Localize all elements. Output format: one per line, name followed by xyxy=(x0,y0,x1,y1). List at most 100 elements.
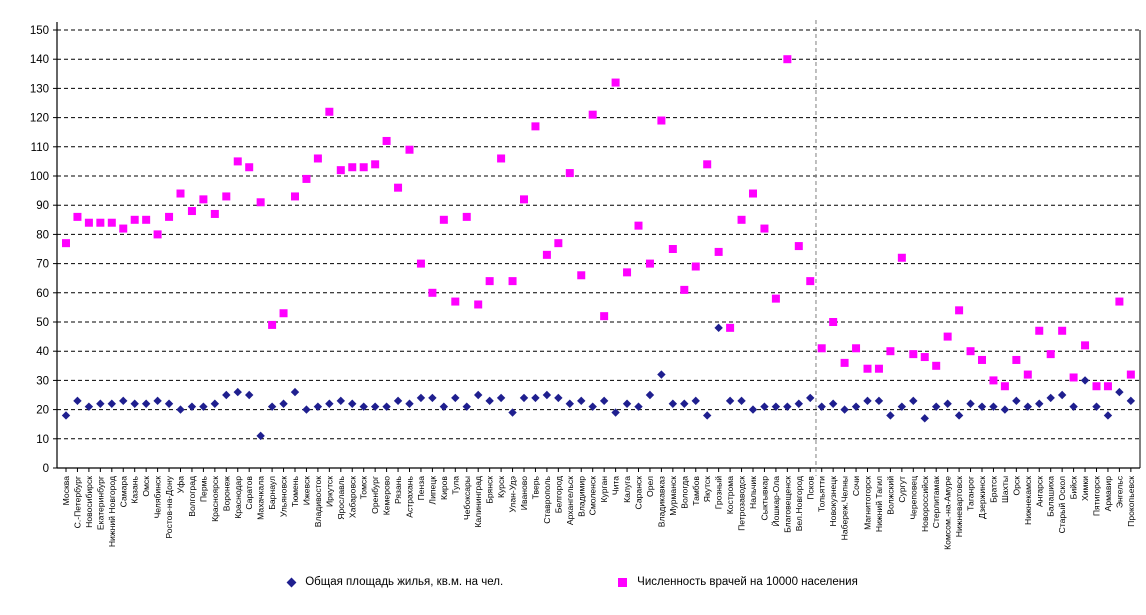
x-category-label: Архангельск xyxy=(565,476,575,525)
x-category-label: Кострома xyxy=(725,476,735,514)
doctors-data-point xyxy=(645,259,654,268)
doctors-data-point xyxy=(1115,297,1124,306)
x-category-label: Липецк xyxy=(427,476,437,505)
x-category-label: Курган xyxy=(599,476,609,503)
housing-data-point xyxy=(645,390,655,400)
doctors-data-point xyxy=(909,350,918,359)
doctors-data-point xyxy=(222,192,231,201)
x-category-label: Череповец xyxy=(908,476,918,520)
x-category-label: Энгельс xyxy=(1114,475,1124,508)
housing-data-point xyxy=(1069,402,1078,411)
y-tick-label: 60 xyxy=(36,288,49,300)
x-category-label: Тюмень xyxy=(290,475,300,507)
housing-data-point xyxy=(1035,399,1044,408)
doctors-data-point xyxy=(897,253,906,262)
x-category-label: Екатеринбург xyxy=(95,476,105,530)
x-category-label: Курск xyxy=(496,476,506,498)
x-category-label: Вел.Новгород xyxy=(794,476,804,531)
x-category-label: Иваново xyxy=(519,476,529,510)
doctors-data-point xyxy=(119,224,128,233)
housing-data-point xyxy=(313,402,323,411)
housing-data-point xyxy=(130,399,139,408)
x-category-label: Балашиха xyxy=(1046,476,1056,517)
doctors-data-point xyxy=(829,318,838,326)
x-category-label: Новокузнецк xyxy=(828,476,838,527)
housing-data-point xyxy=(84,402,94,411)
housing-data-point xyxy=(462,402,471,411)
y-tick-label: 50 xyxy=(36,317,49,329)
housing-data-point xyxy=(932,402,941,411)
diamond-marker-icon xyxy=(286,577,297,587)
doctors-data-point xyxy=(1023,370,1032,379)
housing-data-point xyxy=(336,396,345,406)
housing-data-point xyxy=(153,396,162,406)
doctors-data-point xyxy=(73,212,82,221)
y-tick-label: 70 xyxy=(36,259,49,271)
doctors-data-point xyxy=(680,285,689,294)
y-tick-label: 30 xyxy=(36,375,49,387)
housing-data-point xyxy=(164,399,174,408)
doctors-data-point xyxy=(187,207,196,216)
x-category-label: Уфа xyxy=(176,476,186,494)
doctors-data-point xyxy=(852,344,861,353)
housing-data-point xyxy=(256,431,265,441)
x-category-label: Сургут xyxy=(897,476,907,503)
x-category-label: Рязань xyxy=(393,475,403,504)
doctors-data-point xyxy=(817,344,826,353)
square-marker-icon xyxy=(618,577,628,587)
doctors-data-point xyxy=(1035,326,1044,335)
doctors-data-point xyxy=(714,247,723,256)
doctors-data-point xyxy=(279,309,288,318)
housing-data-point xyxy=(909,396,918,406)
housing-data-point xyxy=(725,396,735,406)
x-category-label: Москва xyxy=(61,476,71,506)
x-category-label: Ярославль xyxy=(336,475,346,519)
housing-data-point xyxy=(943,399,952,408)
housing-data-point xyxy=(577,396,586,406)
x-category-label: Кемерово xyxy=(382,476,392,516)
housing-data-point xyxy=(565,399,574,408)
x-category-label: Дзержинск xyxy=(977,476,987,519)
housing-data-point xyxy=(817,402,826,411)
housing-data-point xyxy=(233,387,242,397)
housing-data-point xyxy=(1092,402,1101,411)
doctors-data-point xyxy=(394,183,403,192)
housing-data-point xyxy=(1080,376,1090,385)
x-category-label: Махачкала xyxy=(256,476,266,520)
housing-data-point xyxy=(691,396,700,406)
doctors-data-point xyxy=(302,174,311,183)
y-tick-label: 140 xyxy=(30,54,49,66)
x-category-label: Нижний Тагил xyxy=(874,476,884,532)
housing-data-point xyxy=(187,402,197,411)
doctors-data-point xyxy=(668,245,677,253)
doctors-data-point xyxy=(1092,382,1101,391)
doctors-data-point xyxy=(474,300,483,309)
doctors-data-point xyxy=(783,55,792,64)
housing-data-point xyxy=(806,393,815,403)
doctors-data-point xyxy=(199,195,208,204)
housing-data-point xyxy=(554,393,563,403)
x-category-label: Якутск xyxy=(702,476,712,502)
housing-data-point xyxy=(302,405,311,414)
x-category-label: Тверь xyxy=(530,475,540,499)
housing-data-point xyxy=(920,414,929,423)
housing-data-point xyxy=(267,402,277,411)
y-tick-label: 20 xyxy=(36,405,49,417)
x-category-label: Пенза xyxy=(416,476,426,501)
doctors-data-point xyxy=(588,110,597,119)
x-category-label: Белгород xyxy=(553,476,563,513)
doctors-data-point xyxy=(268,320,277,329)
doctors-data-point xyxy=(1069,373,1078,382)
housing-data-point xyxy=(737,396,746,406)
x-category-label: Стерлитамак xyxy=(931,476,941,528)
x-category-label: Тула xyxy=(450,476,460,495)
housing-data-point xyxy=(977,402,987,411)
housing-data-point xyxy=(96,399,105,408)
x-category-label: Грозный xyxy=(714,476,724,509)
doctors-data-point xyxy=(840,358,849,367)
doctors-data-point xyxy=(1081,341,1090,350)
x-category-label: Благовещенск xyxy=(782,476,792,533)
doctors-data-point xyxy=(1046,350,1055,359)
y-tick-label: 40 xyxy=(36,346,49,358)
legend-item-housing: Общая площадь жилья, кв.м. на чел. xyxy=(286,576,503,588)
